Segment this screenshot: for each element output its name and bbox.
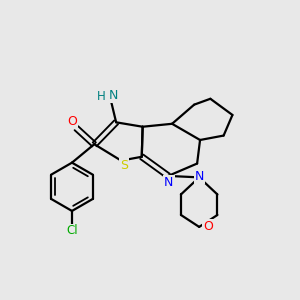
Text: Cl: Cl <box>66 224 78 238</box>
Text: N: N <box>195 170 204 183</box>
Text: N: N <box>164 176 173 189</box>
Text: O: O <box>67 115 77 128</box>
Text: S: S <box>120 159 128 172</box>
Text: N: N <box>109 89 119 102</box>
Text: O: O <box>203 220 213 233</box>
Text: H: H <box>97 90 106 103</box>
